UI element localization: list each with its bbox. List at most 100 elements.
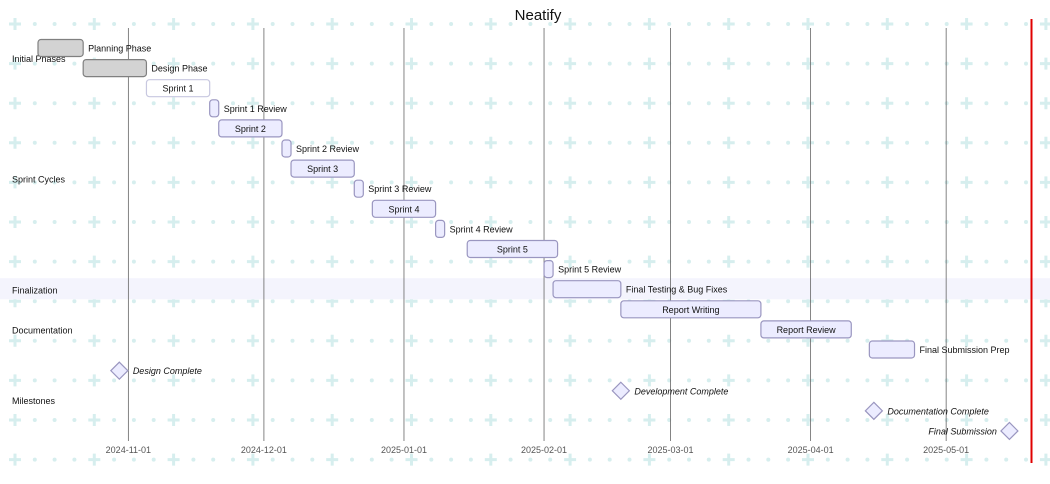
background-dot	[32, 22, 37, 26]
background-dot	[944, 22, 949, 26]
background-dot	[131, 259, 136, 264]
task-label: Sprint 4	[388, 204, 419, 214]
background-plus	[167, 136, 180, 149]
background-dot	[687, 338, 691, 343]
background-plus	[326, 18, 339, 30]
background-dot	[191, 140, 196, 145]
background-dot	[112, 140, 117, 145]
task-label: Sprint 2 Review	[296, 144, 360, 154]
chart-title: Neatify	[515, 7, 562, 24]
background-plus	[564, 57, 577, 70]
background-dot	[72, 101, 77, 106]
background-dot	[706, 140, 711, 145]
background-dot	[112, 378, 117, 383]
background-dot	[369, 140, 374, 145]
background-dot	[131, 220, 136, 224]
background-dot	[72, 418, 77, 422]
background-dot	[32, 299, 37, 304]
background-dot	[944, 259, 949, 264]
background-plus	[9, 255, 21, 268]
background-dot	[587, 378, 592, 383]
background-dot	[270, 338, 275, 343]
background-dot	[548, 140, 553, 145]
background-dot	[607, 22, 612, 26]
background-dot	[1004, 22, 1009, 26]
background-dot	[687, 101, 691, 106]
background-dot	[32, 101, 37, 106]
background-plus	[326, 453, 339, 466]
background-dot	[548, 61, 553, 66]
background-dot	[587, 338, 592, 343]
background-dot	[429, 22, 434, 26]
background-dot	[944, 61, 949, 66]
background-dot	[766, 140, 771, 145]
background-dot	[924, 259, 929, 264]
background-dot	[310, 418, 315, 422]
background-dot	[429, 378, 434, 383]
background-dot	[449, 378, 454, 383]
task-bar	[760, 320, 852, 339]
background-dot	[290, 418, 295, 422]
background-dot	[924, 140, 929, 145]
background-dot	[389, 378, 394, 383]
background-plus	[1039, 216, 1050, 228]
background-dot	[924, 180, 929, 185]
background-dot	[706, 378, 711, 383]
background-plus	[643, 414, 656, 426]
background-dot	[72, 180, 77, 185]
background-dot	[706, 22, 711, 26]
background-plus	[881, 97, 894, 110]
background-dots	[9, 18, 1050, 466]
background-plus	[167, 216, 180, 228]
background-plus	[722, 57, 735, 70]
background-dot	[52, 220, 57, 224]
background-dot	[865, 220, 870, 224]
background-dot	[290, 22, 295, 26]
task-label: Sprint 1 Review	[224, 104, 288, 114]
background-dot	[528, 180, 533, 185]
background-dot	[310, 259, 315, 264]
background-dot	[449, 457, 454, 462]
background-dot	[548, 418, 553, 422]
background-plus	[246, 18, 259, 30]
background-plus	[88, 453, 101, 466]
background-dot	[687, 140, 691, 145]
background-dot	[231, 338, 235, 343]
background-dot	[231, 457, 235, 462]
background-dot	[1024, 22, 1028, 26]
background-dot	[270, 22, 275, 26]
background-dot	[706, 338, 711, 343]
background-dot	[786, 259, 791, 264]
background-dot	[905, 180, 910, 185]
background-dot	[231, 61, 235, 66]
background-dot	[449, 338, 454, 343]
background-dot	[1024, 140, 1028, 145]
background-dot	[231, 180, 235, 185]
background-dot	[845, 299, 850, 304]
background-plus	[722, 255, 735, 268]
background-dot	[290, 61, 295, 66]
background-dot	[231, 22, 235, 26]
background-plus	[643, 255, 656, 268]
background-plus	[1039, 453, 1050, 466]
background-dot	[72, 22, 77, 26]
background-dot	[786, 61, 791, 66]
background-plus	[643, 453, 656, 466]
background-dot	[984, 259, 989, 264]
background-dot	[528, 299, 533, 304]
background-dot	[1004, 259, 1009, 264]
background-dot	[231, 299, 235, 304]
background-plus	[326, 176, 339, 189]
background-dot	[290, 259, 295, 264]
task-label: Sprint 5 Review	[558, 265, 622, 275]
background-dot	[151, 180, 156, 185]
background-plus	[802, 97, 814, 110]
background-dot	[587, 299, 592, 304]
milestone-label: Documentation Complete	[887, 406, 989, 416]
background-dot	[429, 220, 434, 224]
background-plus	[246, 374, 259, 387]
background-dot	[449, 220, 454, 224]
background-plus	[643, 334, 656, 347]
background-plus	[326, 97, 339, 110]
background-dot	[369, 22, 374, 26]
